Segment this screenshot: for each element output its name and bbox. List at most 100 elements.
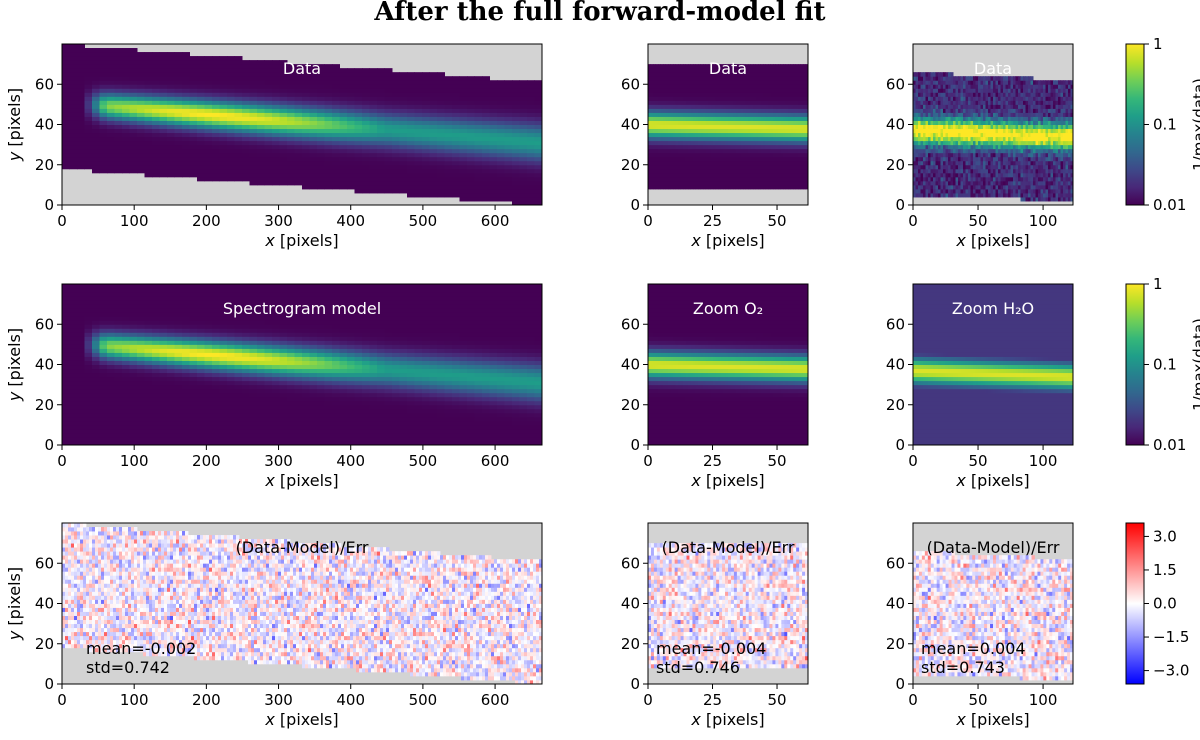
heatmap-cell (918, 128, 921, 134)
heatmap-cell (99, 104, 108, 109)
heatmap-cell (765, 124, 769, 130)
heatmap-cell (234, 152, 243, 158)
heatmap-cell (973, 80, 976, 85)
heatmap-cell (685, 156, 689, 162)
heatmap-cell (527, 144, 535, 150)
heatmap-cell (384, 156, 393, 162)
heatmap-cell (723, 156, 726, 162)
heatmap-cell (803, 80, 806, 85)
heatmap-cell (990, 92, 994, 97)
heatmap-cell (768, 184, 771, 190)
heatmap-cell (660, 164, 664, 170)
heatmap-cell (369, 136, 378, 142)
heatmap-cell (534, 184, 542, 190)
heatmap-cell (519, 168, 528, 174)
heatmap-cell (482, 176, 490, 182)
heatmap-cell (790, 132, 794, 138)
heatmap-cell (437, 180, 445, 186)
heatmap-cell (740, 164, 744, 170)
heatmap-cell (943, 152, 946, 158)
heatmap-cell (938, 108, 941, 113)
heatmap-cell (377, 128, 385, 134)
heatmap-cell (723, 148, 726, 154)
heatmap-cell (705, 80, 709, 85)
heatmap-cell (715, 152, 719, 158)
heatmap-cell (347, 76, 355, 81)
heatmap-cell (648, 72, 651, 77)
heatmap-cell (668, 164, 671, 170)
heatmap-cell (302, 156, 310, 162)
heatmap-cell (953, 92, 956, 97)
heatmap-cell (700, 180, 704, 186)
heatmap-cell (720, 92, 724, 97)
heatmap-cell (763, 132, 766, 138)
heatmap-cell (755, 132, 759, 138)
heatmap-cell (728, 140, 731, 146)
heatmap-cell (745, 100, 749, 105)
heatmap-cell (92, 152, 100, 158)
heatmap-cell (407, 128, 415, 134)
heatmap-cell (773, 176, 776, 182)
heatmap-cell (534, 92, 542, 97)
heatmap-cell (763, 184, 766, 190)
heatmap-cell (675, 156, 679, 162)
heatmap-cell (159, 104, 168, 109)
heatmap-cell (294, 80, 303, 85)
heatmap-cell (755, 168, 759, 174)
heatmap-cell (249, 128, 258, 134)
heatmap-cell (84, 156, 93, 162)
heatmap-cell (930, 96, 934, 101)
heatmap-cell (803, 136, 806, 142)
heatmap-cell (950, 192, 954, 198)
heatmap-cell (227, 116, 235, 121)
heatmap-cell (459, 176, 468, 182)
heatmap-cell (482, 88, 490, 93)
heatmap-cell (735, 92, 739, 97)
heatmap-cell (923, 188, 926, 194)
heatmap-cell (978, 188, 981, 194)
heatmap-cell (925, 76, 929, 81)
heatmap-cell (660, 116, 664, 121)
heatmap-cell (317, 180, 325, 186)
heatmap-cell (733, 100, 736, 105)
heatmap-cell (174, 56, 183, 61)
heatmap-cell (718, 68, 721, 73)
heatmap-cell (703, 172, 706, 178)
heatmap-cell (69, 52, 78, 57)
heatmap-cell (805, 160, 808, 166)
heatmap-cell (760, 180, 764, 186)
heatmap-cell (923, 180, 926, 186)
heatmap-cell (534, 84, 542, 89)
heatmap-cell (785, 156, 789, 162)
heatmap-cell (685, 160, 689, 166)
heatmap-cell (735, 76, 739, 81)
heatmap-cell (723, 184, 726, 190)
heatmap-cell (973, 116, 976, 121)
heatmap-cell (650, 100, 654, 105)
heatmap-cell (362, 116, 370, 121)
heatmap-cell (980, 176, 984, 182)
heatmap-cell (660, 104, 664, 109)
heatmap-cell (925, 112, 929, 117)
heatmap-cell (980, 144, 984, 150)
heatmap-cell (197, 104, 205, 109)
heatmap-cell (670, 140, 674, 146)
heatmap-cell (429, 144, 438, 150)
heatmap-cell (725, 80, 729, 85)
heatmap-cell (497, 144, 505, 150)
heatmap-cell (437, 128, 445, 134)
heatmap-cell (497, 184, 505, 190)
heatmap-cell (377, 188, 385, 194)
heatmap-cell (354, 148, 363, 154)
heatmap-cell (77, 96, 85, 101)
heatmap-cell (928, 140, 931, 146)
heatmap-cell (272, 68, 280, 73)
heatmap-cell (294, 88, 303, 93)
heatmap-cell (723, 76, 726, 81)
heatmap-cell (324, 92, 333, 97)
heatmap-cell (733, 136, 736, 142)
heatmap-cell (129, 148, 138, 154)
heatmap-cell (803, 132, 806, 138)
heatmap-cell (760, 140, 764, 146)
heatmap-cell (725, 144, 729, 150)
